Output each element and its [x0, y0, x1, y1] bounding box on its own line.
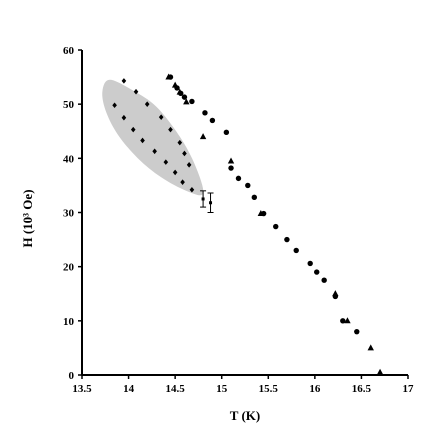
- data-point-diamond: [186, 162, 192, 168]
- x-tick-label: 15.5: [259, 383, 279, 395]
- data-point-diamond: [180, 179, 185, 185]
- y-tick-label: 40: [63, 153, 75, 165]
- x-tick-label: 15: [216, 383, 228, 395]
- error-bars: [200, 190, 214, 213]
- data-point-circle: [293, 247, 299, 254]
- data-point-diamond: [133, 88, 139, 95]
- data-point-diamond: [158, 114, 164, 120]
- data-point-circle: [314, 269, 320, 275]
- data-point-diamond: [177, 139, 183, 146]
- data-point-diamond: [121, 114, 127, 121]
- data-point-circle: [223, 129, 230, 136]
- data-point-diamond: [121, 78, 127, 84]
- x-tick-label: 16.5: [352, 383, 372, 395]
- data-point-circle: [235, 175, 242, 182]
- y-axis-title: H (10³ Oe): [20, 189, 35, 247]
- data-point-diamond: [163, 159, 169, 165]
- data-point-diamond: [182, 150, 187, 157]
- y-tick-label: 60: [63, 45, 75, 57]
- data-point-diamond: [112, 102, 117, 109]
- data-points: [112, 73, 384, 375]
- data-point-diamond: [168, 126, 173, 133]
- x-tick-label: 13.5: [72, 383, 92, 395]
- data-point-triangle: [171, 81, 179, 88]
- data-point-circle: [209, 117, 216, 124]
- shaded-region: [102, 79, 204, 196]
- error-bar-point: [201, 197, 205, 201]
- data-point-diamond: [172, 169, 178, 176]
- data-point-diamond: [144, 101, 150, 107]
- data-point-triangle: [257, 209, 265, 216]
- x-tick-label: 17: [403, 383, 415, 395]
- y-tick-label: 0: [69, 370, 75, 382]
- data-point-circle: [189, 98, 195, 105]
- data-point-triangle: [332, 290, 339, 297]
- x-tick-label: 14: [123, 383, 135, 395]
- data-point-diamond: [152, 148, 157, 155]
- y-tick-label: 10: [63, 316, 75, 328]
- data-point-circle: [181, 94, 188, 100]
- data-point-triangle: [227, 157, 235, 164]
- data-point-triangle: [176, 88, 183, 95]
- data-point-circle: [228, 165, 234, 171]
- data-point-diamond: [140, 137, 145, 144]
- data-point-circle: [354, 328, 360, 335]
- data-point-circle: [273, 223, 279, 230]
- data-point-circle: [284, 236, 290, 243]
- shaded-region-area: [102, 79, 204, 196]
- y-axis-ticks: 0 10 20 30 40 50 60: [63, 45, 82, 382]
- error-bar-point: [209, 201, 213, 205]
- data-point-diamond: [189, 186, 195, 193]
- data-point-triangle: [367, 344, 374, 351]
- data-point-triangle: [344, 317, 351, 324]
- y-tick-label: 20: [63, 262, 75, 274]
- data-point-circle: [251, 194, 258, 201]
- x-axis-title: T (K): [230, 408, 260, 423]
- data-point-triangle: [199, 133, 207, 140]
- y-tick-label: 50: [63, 99, 75, 111]
- data-point-triangle: [165, 73, 172, 80]
- data-point-circle: [245, 182, 251, 189]
- data-point-circle: [321, 277, 327, 283]
- data-point-triangle: [183, 98, 190, 105]
- data-point-triangle: [376, 368, 384, 375]
- data-point-circle: [340, 318, 346, 324]
- x-tick-label: 16: [309, 383, 321, 395]
- x-tick-label: 14.5: [166, 383, 186, 395]
- data-point-diamond: [130, 126, 136, 133]
- data-point-circle: [202, 110, 208, 116]
- data-point-circle: [307, 260, 313, 267]
- y-tick-label: 30: [63, 208, 75, 220]
- x-axis-ticks: 13.5 14 14.5 15 15.5 16 16.5 17: [72, 375, 414, 395]
